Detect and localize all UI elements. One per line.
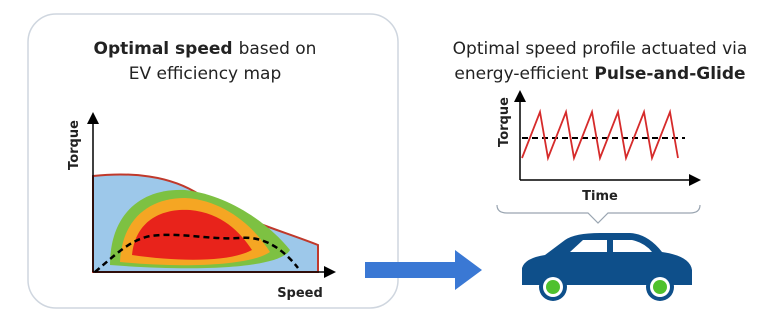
x-axis-label: Time	[582, 189, 618, 204]
title-bold: Pulse-and-Glide	[594, 64, 745, 84]
pulse-glide-profile	[522, 112, 678, 158]
x-axis-label: Speed	[277, 286, 323, 301]
panel-title-line2: EV efficiency map	[129, 64, 282, 84]
title-rest: based on	[239, 39, 317, 59]
panel-title: Optimal speed based on	[94, 39, 317, 59]
y-axis-label: Torque	[497, 97, 512, 147]
y-axis-label: Torque	[67, 120, 82, 170]
title-bold: Optimal speed	[94, 39, 233, 59]
car-icon	[522, 233, 692, 301]
callout-bracket	[497, 205, 700, 223]
panel-title-line2: energy-efficient Pulse-and-Glide	[454, 64, 745, 84]
panel-title: Optimal speed profile actuated via	[453, 39, 748, 59]
page: Optimal speedbased on EV efficiency map …	[0, 0, 784, 313]
diagram: Optimal speedbased on EV efficiency map …	[0, 0, 784, 313]
title-rest: energy-efficient	[454, 64, 588, 84]
